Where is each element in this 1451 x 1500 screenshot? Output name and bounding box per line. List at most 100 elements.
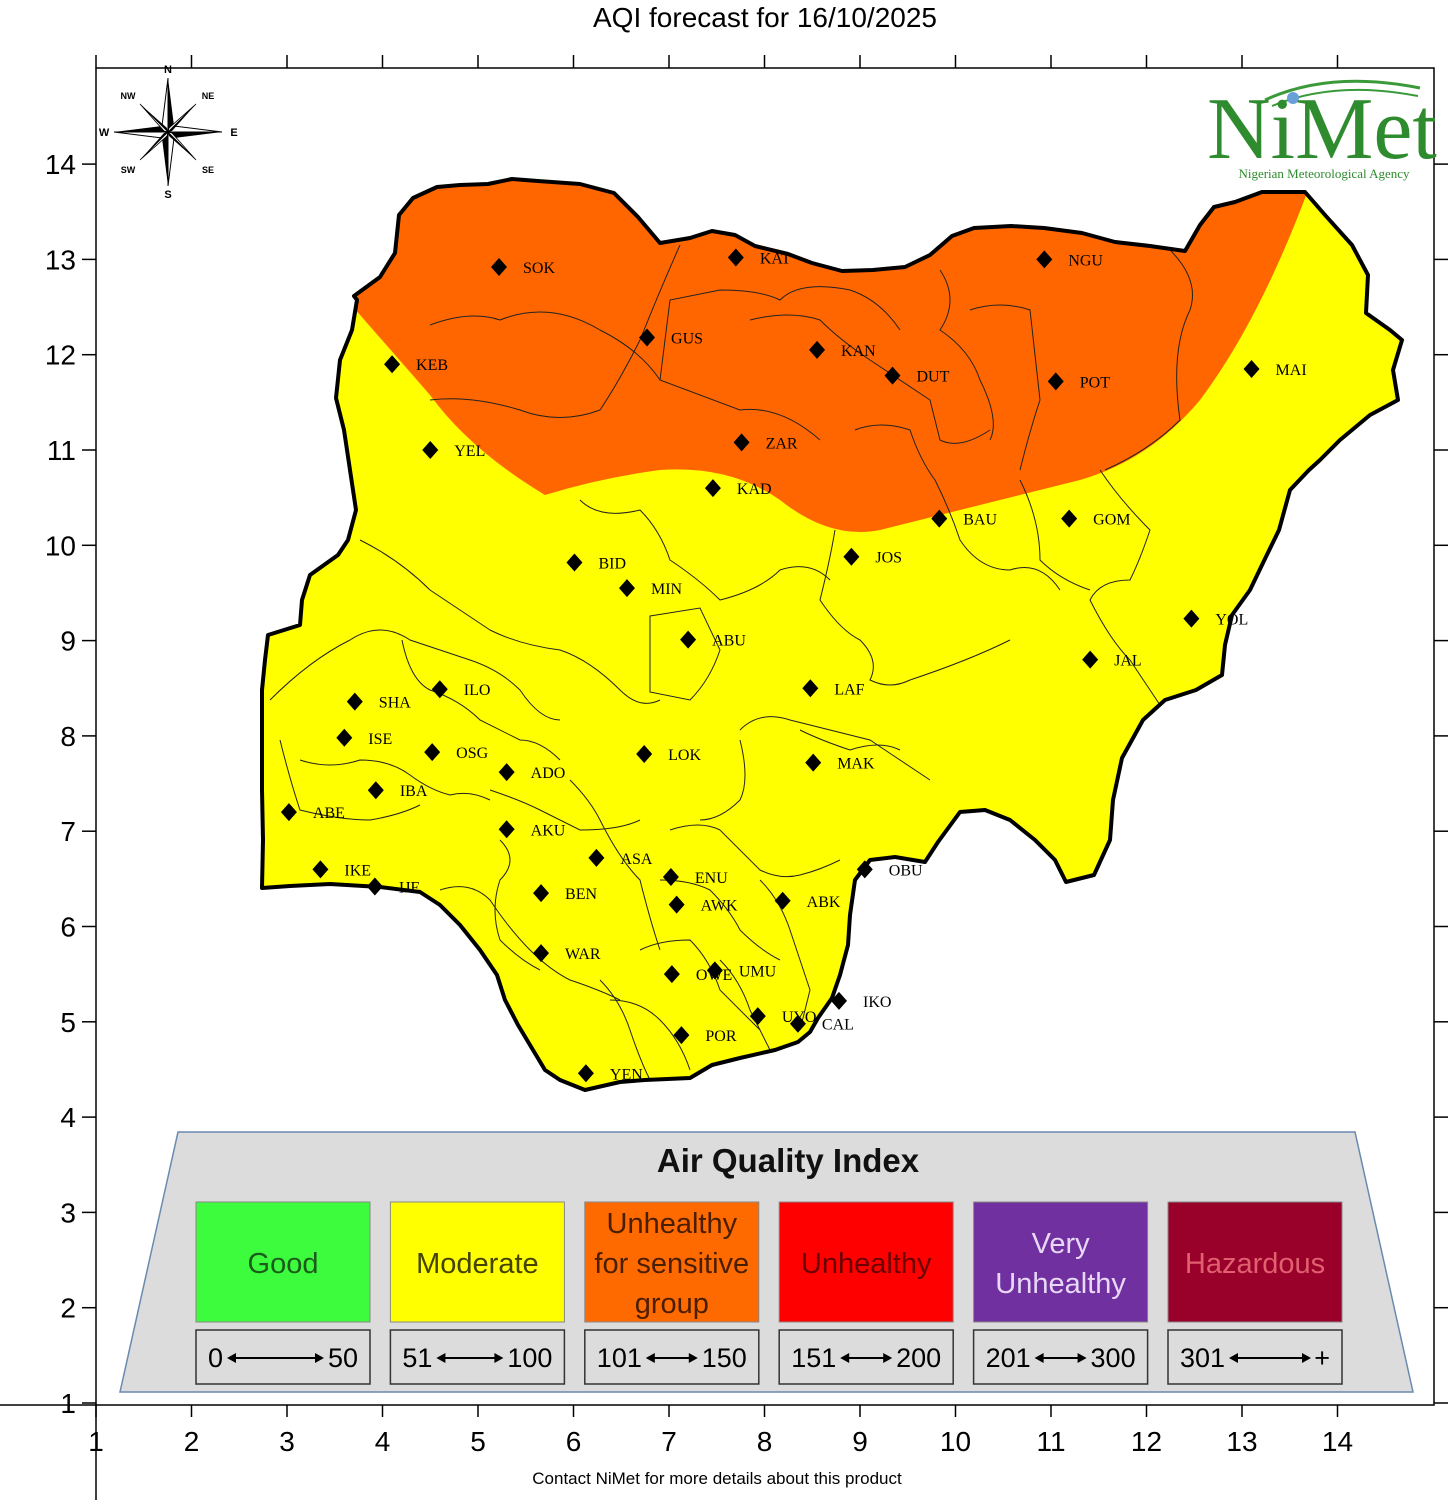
station-label: BID [598, 555, 626, 572]
legend-range-high: 50 [328, 1343, 358, 1373]
station-diamond-icon [346, 692, 363, 711]
legend-category-label: Unhealthy [995, 1268, 1126, 1300]
station-marker: BEN [533, 884, 597, 903]
legend-range-high: 100 [507, 1343, 552, 1373]
x-tick-label: 4 [375, 1426, 391, 1457]
footer-note: Contact NiMet for more details about thi… [532, 1469, 902, 1488]
station-marker: SOK [491, 258, 555, 277]
station-label: KAD [737, 481, 772, 498]
station-diamond-icon [498, 763, 515, 782]
legend-panel [119, 1131, 1414, 1393]
x-tick-label: 8 [757, 1426, 773, 1457]
y-tick-label: 13 [45, 244, 76, 275]
station-marker: ASA [588, 848, 653, 868]
station-label: AKU [531, 822, 566, 839]
station-label: ENU [695, 870, 728, 887]
station-marker: ISE [336, 728, 392, 748]
station-diamond-icon [636, 745, 653, 764]
y-tick-label: 9 [60, 626, 76, 657]
y-tick-label: 1 [60, 1388, 76, 1419]
station-marker: CAL [789, 1014, 854, 1034]
station-label: POR [705, 1028, 736, 1045]
station-diamond-icon [931, 509, 948, 528]
state-border [1019, 479, 1091, 591]
stations: SOK KAT NGU GUS KAN DUT POT MAI KEB YEL ZAR KAD BAU G… [280, 248, 1307, 1083]
station-marker: ILO [431, 680, 490, 699]
x-tick-label: 12 [1131, 1426, 1162, 1457]
state-border [439, 886, 621, 1001]
station-diamond-icon [789, 1014, 806, 1033]
station-diamond-icon [680, 630, 697, 649]
logo-text: NiMet [1207, 81, 1437, 178]
station-diamond-icon [673, 1026, 690, 1045]
station-marker: POR [673, 1026, 737, 1045]
station-label: CAL [822, 1017, 854, 1034]
station-label: MAI [1276, 362, 1307, 379]
station-diamond-icon [431, 680, 448, 699]
legend-category-label: for sensitive [594, 1248, 749, 1280]
station-label: UMU [739, 963, 777, 980]
legend-range-high: 150 [702, 1343, 747, 1373]
station-marker: WAR [533, 944, 601, 963]
state-border [269, 629, 561, 721]
station-diamond-icon [802, 679, 819, 698]
station-label: IJE [399, 879, 420, 896]
state-border [599, 979, 651, 1081]
station-diamond-icon [491, 258, 508, 277]
station-label: SHA [379, 695, 411, 712]
station-label: AWK [701, 898, 738, 915]
station-marker: IBA [367, 781, 428, 800]
station-label: YEN [610, 1066, 643, 1083]
station-marker: ZAR [733, 433, 798, 452]
state-border [719, 959, 771, 1051]
y-tick-label: 10 [45, 530, 76, 561]
station-diamond-icon [424, 743, 441, 762]
y-tick-label: 12 [45, 340, 76, 371]
y-tick-label: 5 [60, 1007, 76, 1038]
station-diamond-icon [588, 848, 605, 867]
state-border [749, 314, 991, 444]
state-border [649, 607, 721, 701]
compass-s: S [164, 189, 171, 201]
station-diamond-icon [809, 340, 826, 359]
x-tick-label: 10 [940, 1426, 971, 1457]
map-title: AQI forecast for 16/10/2025 [593, 2, 937, 33]
station-diamond-icon [1243, 359, 1260, 378]
legend-range-high: 200 [896, 1343, 941, 1373]
legend-category: Good 0 50 [195, 1201, 371, 1385]
y-tick-label: 3 [60, 1197, 76, 1228]
state-border [494, 839, 541, 971]
station-marker: IJE [366, 877, 420, 896]
station-label: ABE [313, 805, 345, 822]
legend-range-low: 51 [402, 1343, 432, 1373]
station-label: JAL [1114, 653, 1142, 670]
station-diamond-icon [618, 579, 635, 598]
station-label: YEL [454, 443, 485, 460]
legend-range-box [584, 1329, 760, 1385]
legend-range-high: + [1314, 1343, 1330, 1373]
x-tick-label: 9 [852, 1426, 868, 1457]
legend-category-label: Very [1032, 1228, 1091, 1260]
state-border [1104, 249, 1193, 471]
station-marker: ADO [498, 763, 565, 782]
compass-w: W [99, 127, 110, 139]
legend-swatch [389, 1201, 565, 1323]
legend-category: Unhealthy for sensitive group 101 150 [584, 1201, 760, 1385]
state-border [699, 739, 746, 821]
station-diamond-icon [312, 860, 329, 879]
state-border [669, 824, 841, 878]
legend-range-low: 151 [791, 1343, 836, 1373]
station-marker: UMU [706, 961, 777, 980]
state-border [489, 789, 641, 831]
legend-swatch [973, 1201, 1149, 1323]
station-label: JOS [875, 550, 902, 567]
nimet-logo: NiMet Nigerian Meteorological Agency [1207, 79, 1437, 181]
station-marker: OBU [856, 860, 923, 879]
state-border [609, 999, 691, 1071]
station-label: ASA [620, 851, 652, 868]
station-label: GOM [1093, 512, 1130, 529]
legend-title: Air Quality Index [657, 1142, 920, 1179]
legend-category-label: group [635, 1288, 709, 1320]
station-marker: JAL [1082, 650, 1142, 670]
legend-range-box [778, 1329, 954, 1385]
